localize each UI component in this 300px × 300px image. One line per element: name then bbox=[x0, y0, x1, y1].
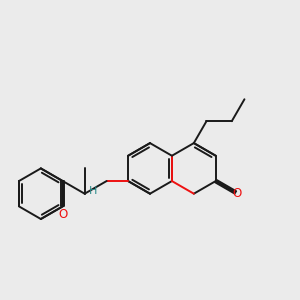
Text: H: H bbox=[89, 186, 97, 197]
Text: O: O bbox=[233, 187, 242, 200]
Text: O: O bbox=[58, 208, 68, 221]
